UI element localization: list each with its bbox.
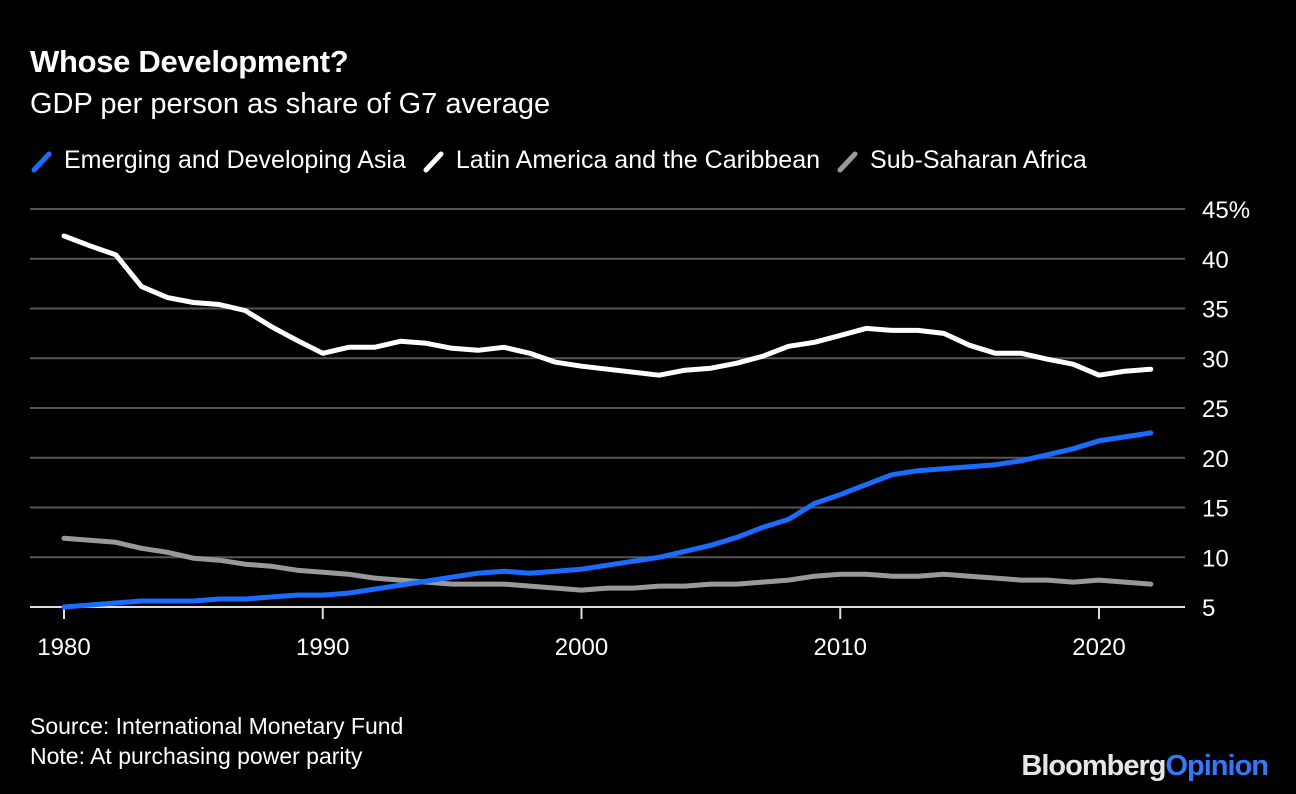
y-tick-label: 15 (1202, 496, 1229, 523)
x-tick-label: 2000 (555, 634, 608, 661)
legend-label: Latin America and the Caribbean (455, 146, 821, 174)
x-tick-label: 1980 (37, 634, 90, 661)
legend-swatch-icon (837, 151, 858, 172)
y-tick-label: 45% (1202, 197, 1250, 224)
bloomberg-opinion-logo: BloombergOpinion (1021, 750, 1269, 782)
legend-item: Sub-Saharan Africa (836, 146, 1087, 175)
series-line-emerging-and-developing-asia (61, 430, 1154, 610)
legend-swatch-icon (31, 151, 52, 172)
source-note: Source: International Monetary Fund (30, 713, 404, 739)
y-tick-label: 30 (1202, 346, 1229, 373)
x-tick-label: 1990 (296, 634, 349, 661)
y-tick-label: 35 (1202, 297, 1229, 324)
series-line-latin-america-and-the-caribbean (61, 233, 1154, 378)
legend-label: Emerging and Developing Asia (64, 146, 406, 174)
legend-item: Emerging and Developing Asia (30, 146, 406, 175)
y-tick-label: 40 (1202, 247, 1229, 274)
chart-subtitle: GDP per person as share of G7 average (30, 88, 551, 120)
legend-swatch-icon (423, 151, 444, 172)
chart-title: Whose Development? (30, 44, 349, 79)
y-tick-label: 20 (1202, 446, 1229, 473)
y-tick-label: 10 (1202, 545, 1229, 572)
legend-item: Latin America and the Caribbean (422, 146, 820, 175)
y-tick-label: 5 (1202, 595, 1215, 622)
x-tick-label: 2010 (814, 634, 867, 661)
legend: Emerging and Developing Asia Latin Americ… (30, 146, 1103, 175)
footer: Source: International Monetary Fund Note… (30, 711, 403, 771)
series-line-sub-saharan-africa (61, 535, 1154, 593)
note: Note: At purchasing power parity (30, 743, 363, 769)
legend-label: Sub-Saharan Africa (870, 146, 1087, 174)
y-tick-label: 25 (1202, 396, 1229, 423)
x-tick-label: 2020 (1072, 634, 1125, 661)
